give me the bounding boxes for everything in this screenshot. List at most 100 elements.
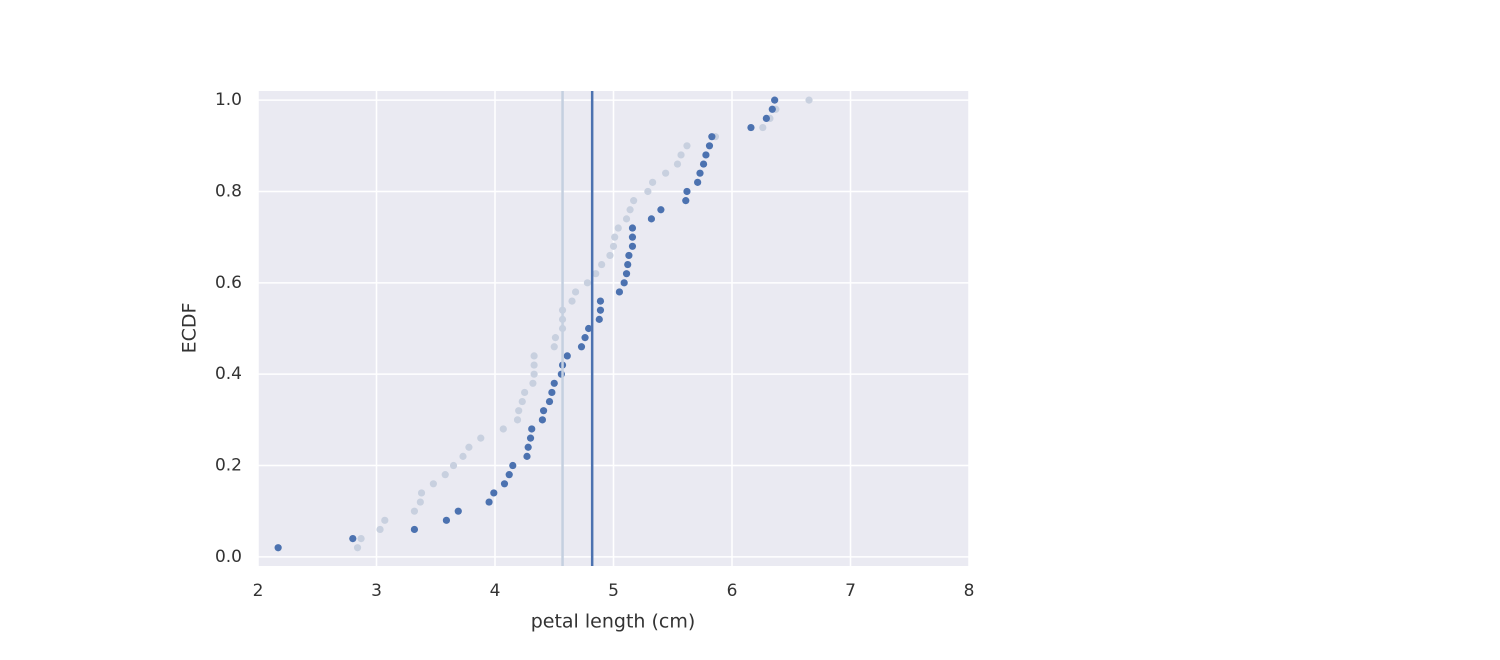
point: [609, 242, 618, 250]
point: [274, 544, 282, 552]
point: [622, 270, 631, 278]
point: [417, 489, 426, 497]
point: [509, 461, 517, 470]
point: [683, 142, 691, 150]
x-axis-label: petal length (cm): [531, 611, 696, 633]
point: [682, 197, 690, 205]
x-tick-label: 7: [845, 581, 856, 601]
x-tick-label: 4: [490, 581, 501, 601]
y-tick-label: 0.8: [215, 181, 242, 201]
point: [626, 206, 634, 214]
point: [624, 260, 632, 269]
point: [625, 251, 633, 260]
point: [539, 407, 548, 415]
point: [598, 260, 606, 269]
point: [568, 297, 576, 305]
point: [528, 425, 536, 433]
point: [577, 343, 586, 351]
point: [630, 197, 638, 205]
y-tick-label: 0.0: [215, 547, 242, 567]
point: [747, 123, 755, 132]
point: [694, 178, 702, 186]
point: [523, 452, 531, 460]
point: [805, 96, 813, 104]
point: [647, 215, 656, 223]
y-tick-label: 1.0: [215, 90, 242, 110]
point: [705, 142, 714, 150]
point: [649, 178, 657, 186]
point: [454, 507, 462, 515]
point: [644, 187, 652, 196]
point: [550, 379, 558, 387]
x-tick-label: 5: [608, 581, 619, 601]
x-tick-label: 3: [371, 581, 382, 601]
point: [485, 498, 493, 506]
point: [615, 288, 624, 296]
point: [465, 443, 473, 451]
point: [499, 425, 507, 433]
point: [628, 242, 637, 250]
point: [477, 434, 485, 442]
point: [538, 416, 547, 424]
point: [551, 334, 560, 342]
point: [416, 498, 424, 506]
point: [583, 279, 592, 287]
point: [592, 270, 600, 278]
point: [410, 525, 419, 534]
point: [606, 251, 614, 260]
point: [708, 133, 716, 141]
point: [550, 343, 558, 351]
point: [518, 397, 526, 406]
point: [548, 388, 556, 397]
point: [490, 489, 498, 497]
point: [768, 105, 776, 113]
point: [357, 534, 365, 543]
point: [505, 471, 513, 479]
y-tick-label: 0.6: [215, 273, 242, 293]
point: [702, 151, 710, 159]
point: [677, 151, 685, 159]
point: [376, 525, 384, 534]
point: [513, 416, 522, 424]
point: [628, 224, 637, 232]
point: [563, 352, 571, 360]
point: [410, 507, 419, 515]
point: [530, 370, 538, 378]
point: [529, 379, 537, 387]
point: [524, 443, 532, 451]
x-tick-label: 2: [253, 581, 264, 601]
y-tick-label: 0.4: [215, 364, 242, 384]
point: [459, 452, 467, 460]
point: [441, 471, 449, 479]
y-tick-label: 0.2: [215, 456, 242, 476]
point: [571, 288, 580, 296]
point: [771, 96, 779, 104]
point: [442, 516, 451, 524]
point: [662, 169, 670, 177]
point: [349, 534, 357, 543]
point: [762, 114, 770, 123]
point: [500, 480, 509, 488]
point: [696, 169, 704, 177]
point: [585, 324, 593, 333]
point: [622, 215, 631, 223]
point: [759, 123, 767, 132]
point: [353, 544, 362, 552]
point: [620, 279, 628, 287]
point: [614, 224, 622, 232]
point: [429, 480, 437, 488]
point: [521, 388, 529, 397]
point: [699, 160, 708, 168]
point: [545, 397, 554, 406]
point: [611, 233, 619, 241]
point: [530, 361, 538, 369]
x-tick-label: 6: [727, 581, 738, 601]
point: [530, 352, 538, 360]
point: [381, 516, 389, 524]
x-tick-label: 8: [964, 581, 975, 601]
point: [628, 233, 637, 241]
point: [596, 306, 605, 314]
point: [683, 187, 691, 196]
point: [595, 315, 603, 323]
